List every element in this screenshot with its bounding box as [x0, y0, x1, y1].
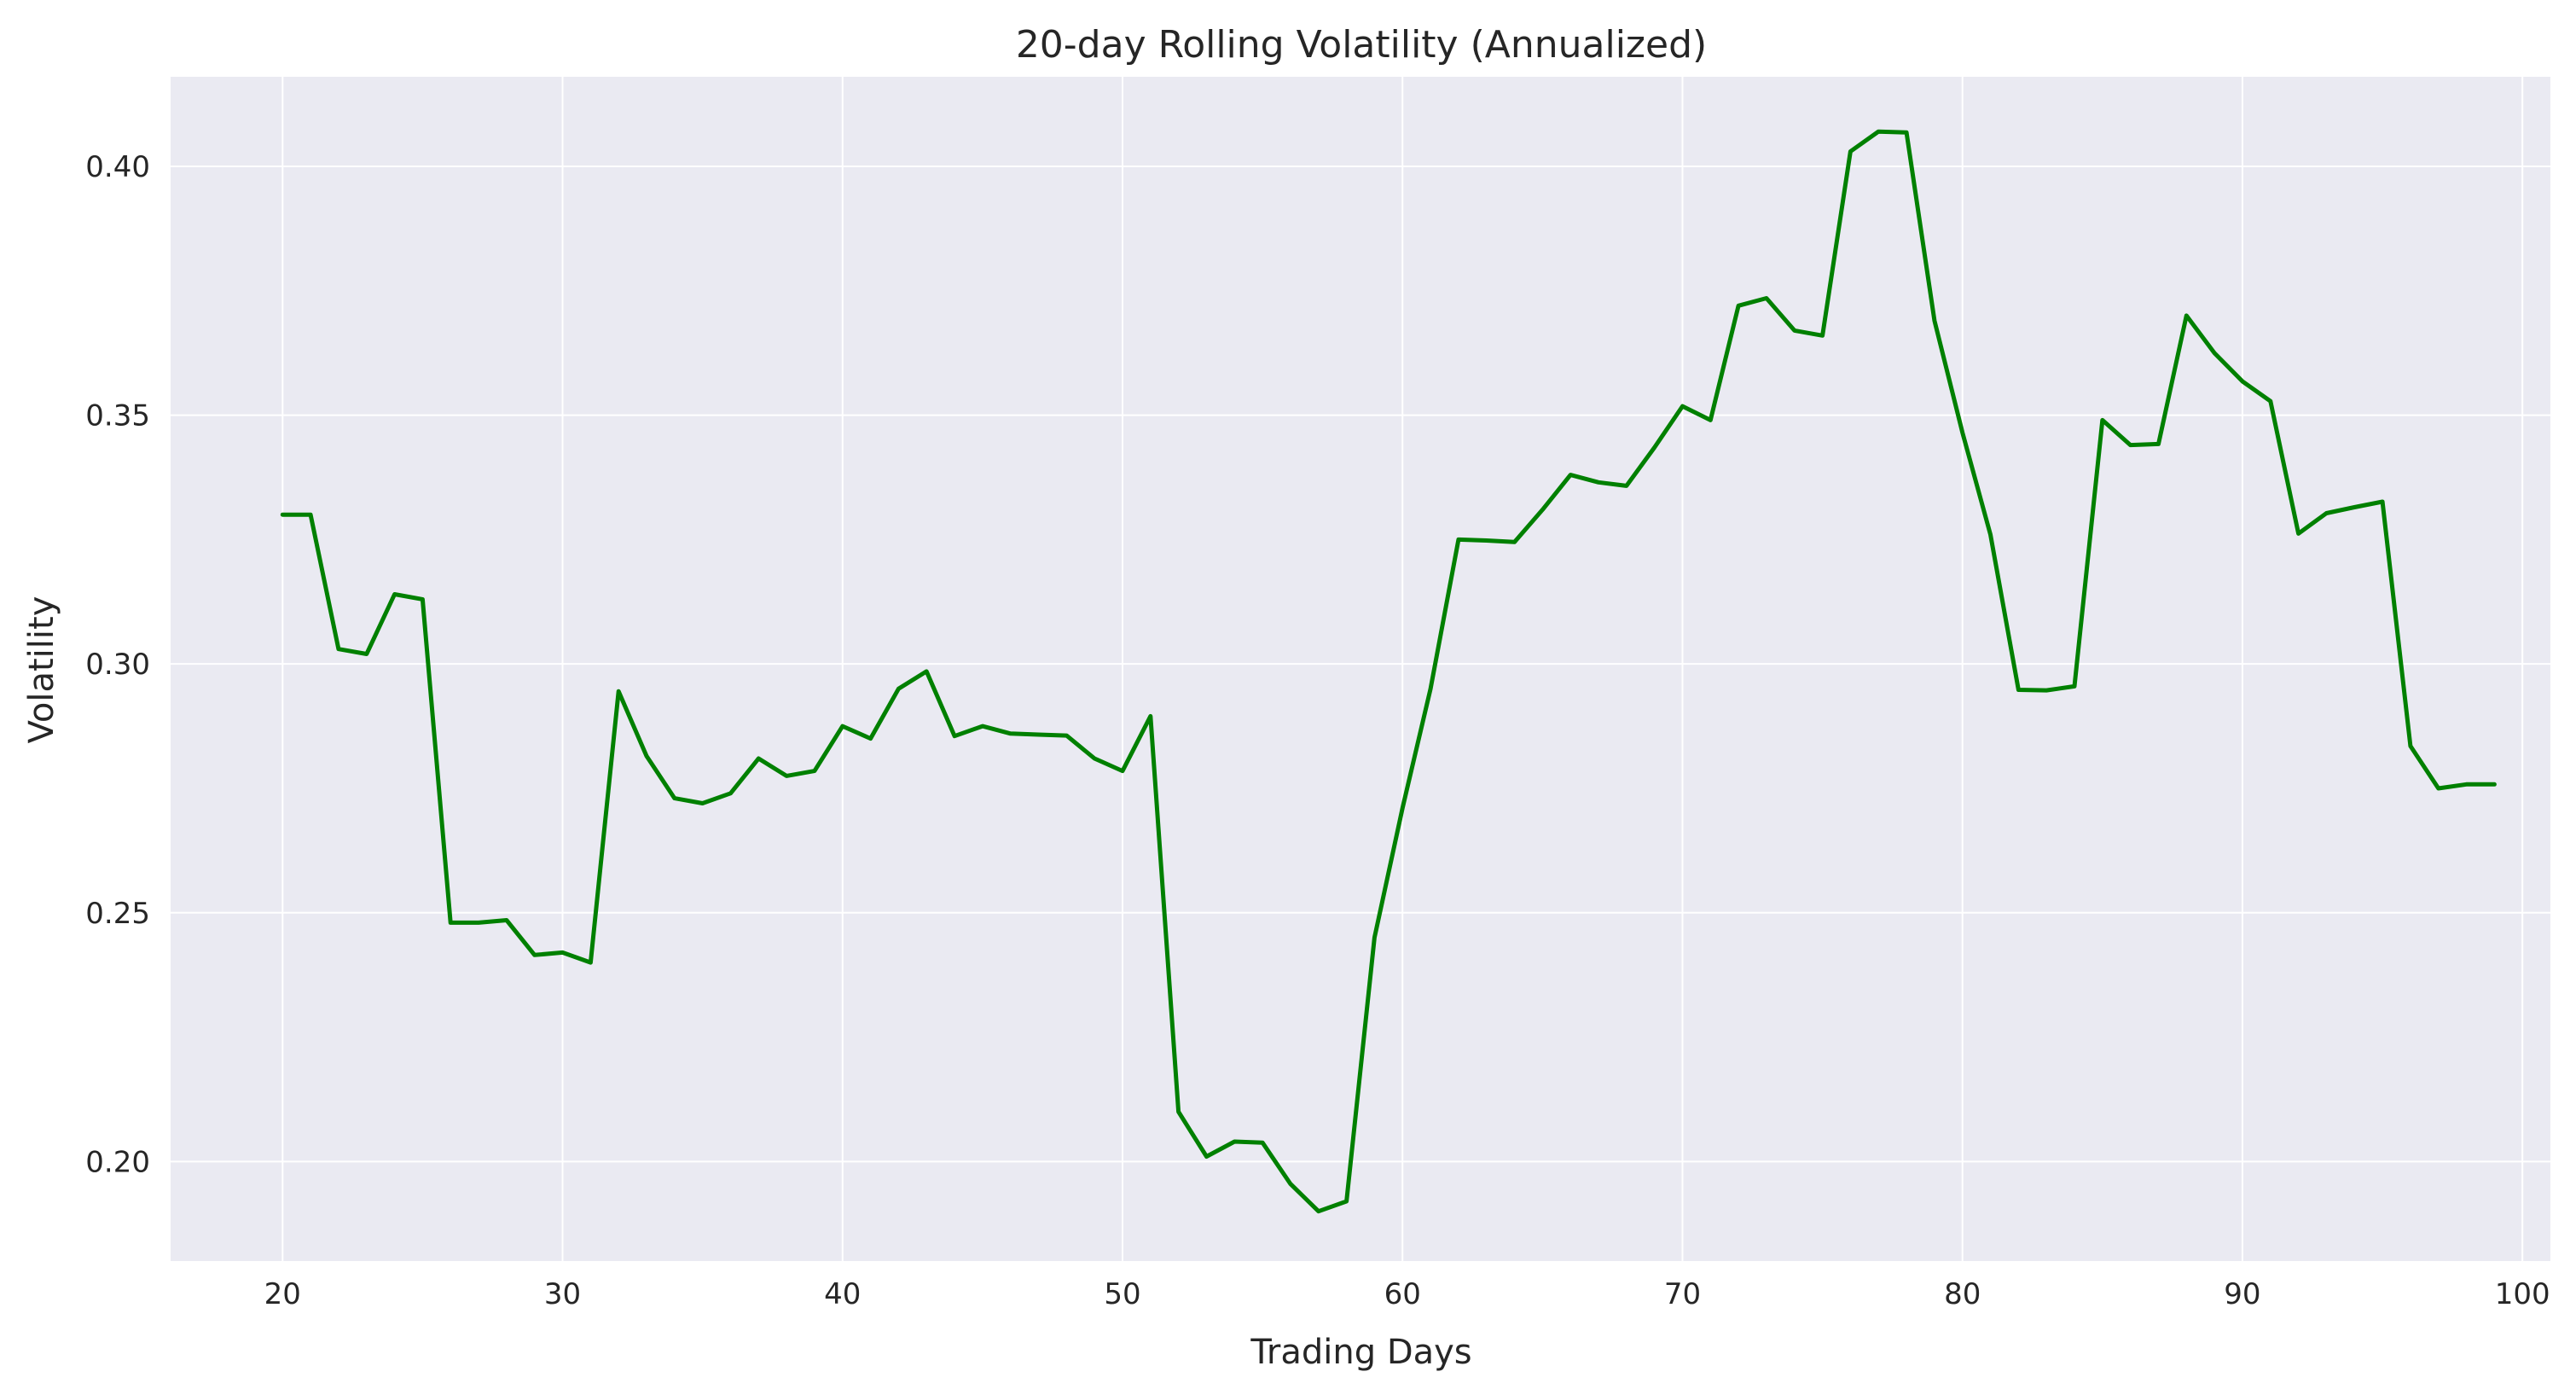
x-tick-label: 30 [544, 1277, 581, 1311]
x-tick-label: 50 [1104, 1277, 1140, 1311]
x-tick-label: 80 [1944, 1277, 1981, 1311]
x-tick-label: 100 [2495, 1277, 2550, 1311]
y-tick-label: 0.35 [85, 399, 150, 433]
chart-title: 20-day Rolling Volatility (Annualized) [1016, 23, 1707, 67]
y-tick-label: 0.30 [85, 648, 150, 682]
x-tick-label: 90 [2224, 1277, 2260, 1311]
x-tick-label: 70 [1664, 1277, 1701, 1311]
y-tick-label: 0.40 [85, 150, 150, 184]
x-tick-label: 60 [1384, 1277, 1421, 1311]
y-tick-label: 0.25 [85, 897, 150, 931]
x-tick-label: 40 [824, 1277, 861, 1311]
x-axis-label: Trading Days [1250, 1333, 1471, 1372]
y-axis-label: Volatility [22, 596, 61, 744]
x-tick-label: 20 [264, 1277, 301, 1311]
x-axis-ticks: 20 30 40 50 60 70 80 90 100 [264, 1277, 2550, 1311]
y-tick-label: 0.20 [85, 1145, 150, 1179]
y-axis-ticks: 0.20 0.25 0.30 0.35 0.40 [85, 150, 150, 1179]
grid-lines [171, 77, 2550, 1261]
series-line [280, 129, 2497, 1214]
